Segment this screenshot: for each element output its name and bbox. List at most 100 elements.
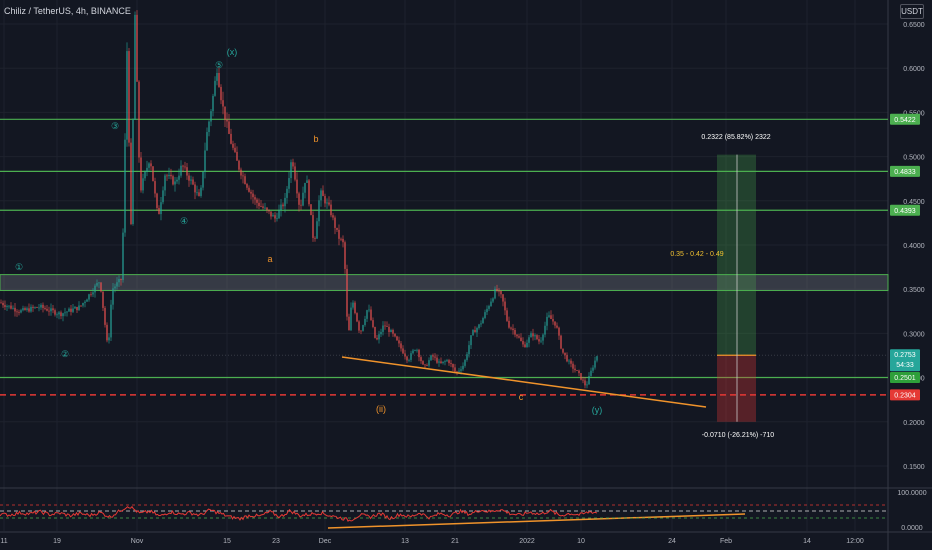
candle-body xyxy=(530,333,532,338)
price-tag[interactable] xyxy=(890,389,920,401)
candle-body xyxy=(248,187,250,192)
candle-body xyxy=(558,327,560,336)
candle-body xyxy=(344,242,346,269)
elliott-wave-labels: ① ② ③ ④ ⑤ (x) b a (ii) c (y) xyxy=(15,47,602,415)
candle-body xyxy=(152,166,154,182)
support-resistance-zone xyxy=(0,274,889,292)
wave-label: a xyxy=(267,254,272,264)
candle-body xyxy=(366,310,368,319)
loss-zone[interactable] xyxy=(717,355,756,422)
candle-body xyxy=(314,237,316,239)
candle-body xyxy=(26,308,28,310)
candle-body xyxy=(368,309,370,311)
candle-body xyxy=(2,302,4,306)
price-tag[interactable] xyxy=(890,349,920,372)
candle-body xyxy=(160,202,162,215)
candle-body xyxy=(478,324,480,329)
candle-body xyxy=(494,288,496,299)
candle-body xyxy=(440,361,442,364)
candle-body xyxy=(124,139,126,233)
rsi-trendline[interactable] xyxy=(327,513,746,529)
candle-body xyxy=(286,188,288,198)
candle-body xyxy=(468,345,470,355)
candle-body xyxy=(250,191,252,194)
candle-body xyxy=(6,306,8,307)
candle-body xyxy=(554,321,556,326)
candle-body xyxy=(402,348,404,354)
candle-body xyxy=(396,336,398,341)
candle-body xyxy=(74,306,76,309)
trendlines[interactable] xyxy=(327,356,746,529)
candle-body xyxy=(524,344,526,348)
candle-body xyxy=(390,329,392,333)
price-tag[interactable] xyxy=(890,113,920,125)
candle-body xyxy=(138,81,140,158)
candle-body xyxy=(442,361,444,364)
candle-body xyxy=(30,306,32,312)
price-tick-label: 0.5000 xyxy=(903,155,925,162)
candle-body xyxy=(446,360,448,362)
candle-body xyxy=(320,190,322,201)
candle-body xyxy=(528,337,530,343)
candle-body xyxy=(398,340,400,344)
candle-body xyxy=(228,121,230,134)
candle-body xyxy=(62,313,64,317)
candle-body xyxy=(326,202,328,204)
candle-body xyxy=(432,355,434,357)
candle-body xyxy=(150,163,152,167)
price-tag[interactable] xyxy=(890,165,920,177)
price-tick-label: 0.1500 xyxy=(903,464,925,471)
candle-body xyxy=(234,147,236,152)
currency-badge[interactable]: USDT xyxy=(900,4,924,19)
candle-body xyxy=(354,302,356,314)
candle-body xyxy=(272,215,274,217)
candle-body xyxy=(302,192,304,206)
candle-body xyxy=(202,171,204,188)
candle-body xyxy=(590,370,592,376)
long-position-tool[interactable]: 0.2322 (85.82%) 2322 -0.0710 (-26.21%) -7… xyxy=(670,134,774,439)
candle-body xyxy=(386,326,388,327)
price-tag-label: 0.2501 xyxy=(894,375,916,382)
candle-body xyxy=(282,204,284,207)
time-tick-label: 15 xyxy=(223,538,231,545)
candle-body xyxy=(184,166,186,168)
wave-label: c xyxy=(519,392,524,402)
candle-body xyxy=(556,325,558,328)
candle-body xyxy=(22,308,24,311)
candle-body xyxy=(54,310,56,315)
candle-body xyxy=(324,196,326,204)
price-tag[interactable] xyxy=(890,372,920,384)
time-axis[interactable]: 11 19 Nov 15 23 Dec 13 21 2022 10 24 Feb 14 12:00 xyxy=(0,538,863,545)
candle-body xyxy=(316,221,318,239)
candle-body xyxy=(476,328,478,333)
profit-label: 0.2322 (85.82%) 2322 xyxy=(701,134,770,141)
price-tag-label: 0.2753 xyxy=(894,352,916,359)
price-tag[interactable] xyxy=(890,204,920,216)
candle-body xyxy=(86,299,88,302)
candle-body xyxy=(534,335,536,337)
wave-label: (ii) xyxy=(376,404,386,414)
profit-zone[interactable] xyxy=(717,154,756,356)
candle-body xyxy=(18,311,20,313)
candle-body xyxy=(40,304,42,308)
candle-body xyxy=(196,192,198,194)
candle-body xyxy=(260,206,262,207)
candle-body xyxy=(70,308,72,312)
wave-label: (x) xyxy=(227,47,238,57)
price-axis[interactable]: 0.65000.60000.55000.50000.45000.40000.35… xyxy=(890,22,927,532)
candle-body xyxy=(372,320,374,327)
candle-body xyxy=(238,160,240,170)
candle-body xyxy=(318,200,320,222)
candle-body xyxy=(470,335,472,346)
support-trendline[interactable] xyxy=(341,356,707,408)
candle-body xyxy=(206,132,208,151)
candle-body xyxy=(510,327,512,329)
candle-body xyxy=(72,308,74,312)
candle-body xyxy=(550,315,552,319)
candle-body xyxy=(496,288,498,291)
candle-body xyxy=(134,14,136,120)
time-tick-label: Feb xyxy=(720,538,732,545)
candle-body xyxy=(78,305,80,311)
candle-body xyxy=(132,119,134,225)
